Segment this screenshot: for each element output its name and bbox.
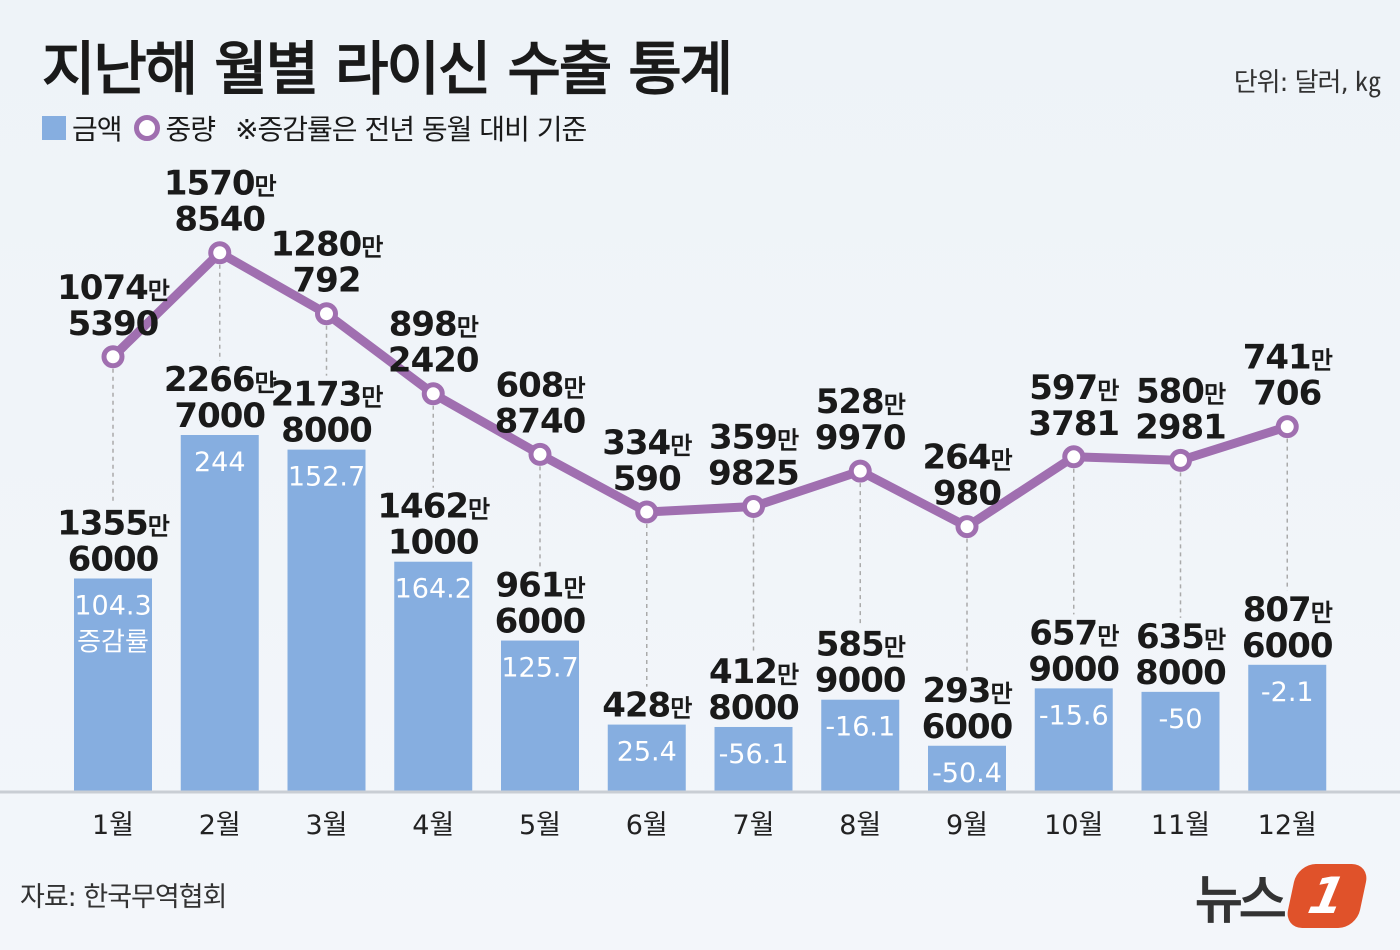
growth-label: 244 <box>194 447 246 478</box>
weight-label: 608만 8740 <box>495 365 586 441</box>
weight-label: 528만 9970 <box>815 382 906 458</box>
weight-point-4월 <box>421 382 445 406</box>
chart-title: 지난해 월별 라이신 수출 통계 <box>42 35 733 103</box>
amount-label: 412만 8000 <box>708 652 799 728</box>
source: 자료: 한국무역협회 <box>20 882 227 913</box>
weight-point-11월 <box>1169 448 1192 472</box>
weight-point-10월 <box>1062 445 1086 469</box>
growth-label: 25.4 <box>617 737 677 768</box>
bar-12월 <box>1248 664 1327 792</box>
bar-3월 <box>287 449 366 792</box>
bar-8월 <box>821 699 900 792</box>
x-tick-label: 1월 <box>92 810 134 841</box>
x-tick-label: 2월 <box>199 810 241 841</box>
unit-label: 단위: 달러, ㎏ <box>1233 68 1381 98</box>
weight-label: 264만 980 <box>922 438 1012 514</box>
amount-label: 428만 <box>602 686 692 726</box>
weight-label: 1074만 5390 <box>57 268 170 344</box>
legend-amount: 금액 <box>72 113 123 146</box>
weight-point-12월 <box>1275 415 1299 439</box>
growth-label: -50 <box>1158 704 1202 735</box>
x-tick-label: 11월 <box>1151 810 1210 841</box>
bar-11월 <box>1141 691 1220 792</box>
weight-label: 580만 2981 <box>1135 371 1226 447</box>
weight-point-2월 <box>208 241 232 265</box>
growth-label: -56.1 <box>719 739 789 770</box>
growth-caption: 증감률 <box>77 627 149 657</box>
weight-line <box>109 248 1289 532</box>
bar-5월 <box>501 640 579 792</box>
weight-label: 359만 9825 <box>708 418 799 494</box>
x-tick-label: 5월 <box>519 810 561 841</box>
growth-label: -50.4 <box>932 758 1002 789</box>
x-tick-label: 7월 <box>732 810 774 841</box>
x-tick-label: 12월 <box>1258 810 1317 841</box>
weight-label: 898만 2420 <box>388 305 479 381</box>
amount-label: 961만 6000 <box>495 566 586 642</box>
logo-mark: 1 <box>1283 863 1370 928</box>
weight-point-7월 <box>742 495 765 519</box>
amount-label: 293만 6000 <box>922 671 1013 747</box>
growth-label: -16.1 <box>825 712 895 743</box>
weight-point-6월 <box>635 500 659 524</box>
growth-label: 164.2 <box>395 574 472 605</box>
bar-7월 <box>714 726 793 792</box>
weight-point-3월 <box>315 302 338 326</box>
amount-label: 1462만 1000 <box>377 487 490 563</box>
legend: 금액 중량 ※증감률은 전년 동월 대비 기준 <box>42 108 587 148</box>
x-tick-label: 4월 <box>412 810 454 841</box>
weight-point-9월 <box>955 515 979 539</box>
weight-label: 597만 3781 <box>1028 368 1119 444</box>
growth-label: 104.3 <box>74 590 151 621</box>
x-tick-label: 10월 <box>1044 810 1103 841</box>
bar-4월 <box>394 561 473 792</box>
x-tick-label: 6월 <box>626 810 668 841</box>
x-tick-label: 3월 <box>305 810 347 841</box>
bar-9월 <box>928 745 1006 792</box>
weight-point-5월 <box>528 442 552 466</box>
legend-note: ※증감률은 전년 동월 대비 기준 <box>235 113 587 146</box>
amount-label: 635만 8000 <box>1135 617 1226 693</box>
legend-bar-swatch <box>42 116 66 140</box>
amount-label: 585만 9000 <box>815 625 906 701</box>
growth-label: 125.7 <box>501 653 578 684</box>
amount-label: 807만 6000 <box>1242 590 1333 666</box>
weight-label: 1570만 8540 <box>164 164 277 240</box>
x-tick-label: 8월 <box>839 810 881 841</box>
bar-6월 <box>607 724 686 792</box>
weight-label: 741만 706 <box>1243 338 1333 414</box>
weight-point-1월 <box>101 345 125 369</box>
bar-10월 <box>1034 688 1113 792</box>
growth-label: -2.1 <box>1261 677 1314 708</box>
amount-label: 657만 9000 <box>1028 613 1119 689</box>
legend-weight: 중량 <box>165 113 217 146</box>
growth-label: 152.7 <box>288 462 365 493</box>
bar-2월 <box>180 434 259 792</box>
news1-logo: 뉴스 1 <box>1195 858 1370 933</box>
weight-label: 1280만 792 <box>271 225 384 301</box>
logo-text: 뉴스 <box>1195 871 1287 931</box>
amount-label: 2266만 7000 <box>164 360 277 436</box>
growth-label: -15.6 <box>1039 700 1109 731</box>
x-tick-label: 9월 <box>946 810 988 841</box>
weight-point-8월 <box>848 459 872 483</box>
amount-label: 2173만 8000 <box>271 375 384 451</box>
bar-1월 <box>74 578 152 792</box>
weight-label: 334만 590 <box>602 423 692 499</box>
amount-label: 1355만 6000 <box>57 503 170 579</box>
legend-line-marker <box>133 115 160 141</box>
